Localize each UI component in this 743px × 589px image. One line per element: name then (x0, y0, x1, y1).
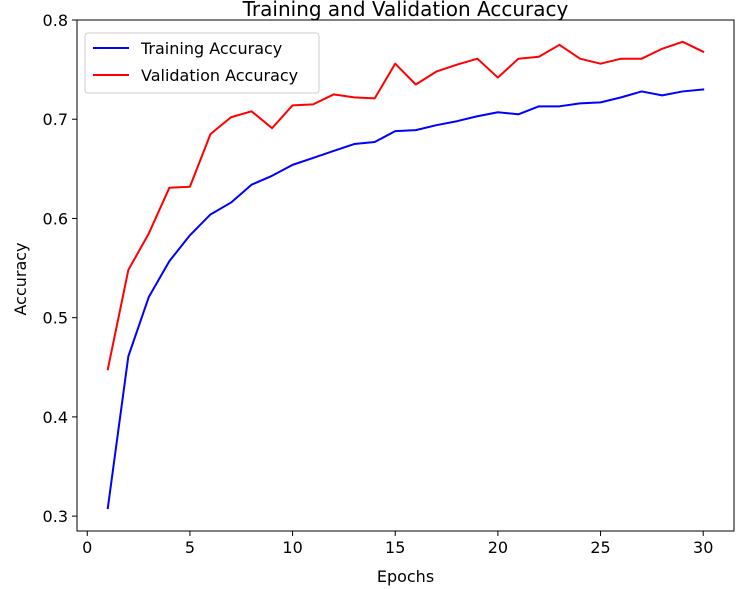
legend-box (84, 32, 320, 94)
training-accuracy-line (106, 88, 705, 510)
validation-accuracy-point (476, 58, 478, 60)
training-accuracy-point (333, 150, 335, 152)
training-accuracy-point (538, 105, 540, 107)
training-accuracy-point (312, 157, 314, 159)
x-tick-label: 25 (590, 538, 610, 557)
training-accuracy-point (168, 260, 170, 262)
plot-area-frame (76, 19, 735, 532)
validation-accuracy-point (558, 44, 560, 46)
training-accuracy-point (251, 184, 253, 186)
legend: Training Accuracy Validation Accuracy (84, 32, 320, 94)
training-accuracy-point (374, 141, 376, 143)
validation-accuracy-line (106, 40, 705, 371)
training-accuracy-point (292, 164, 294, 166)
training-accuracy-point (435, 124, 437, 126)
training-accuracy-point (353, 143, 355, 145)
validation-accuracy-point (702, 51, 704, 53)
validation-accuracy-point (394, 63, 396, 65)
validation-accuracy-point (579, 58, 581, 60)
x-tick-label: 5 (185, 538, 195, 557)
validation-accuracy-point (456, 64, 458, 66)
legend-label-training-accuracy: Training Accuracy (140, 39, 282, 58)
training-accuracy-point (620, 96, 622, 98)
validation-accuracy-point (620, 58, 622, 60)
training-accuracy-point (107, 507, 109, 509)
validation-accuracy-point (600, 63, 602, 65)
training-accuracy-point (682, 90, 684, 92)
x-tick-label: 15 (385, 538, 405, 557)
validation-accuracy-point (497, 77, 499, 79)
validation-accuracy-point (168, 187, 170, 189)
validation-accuracy-point (517, 58, 519, 60)
series-layer (106, 40, 705, 510)
training-accuracy-point (189, 234, 191, 236)
validation-accuracy-point (189, 186, 191, 188)
validation-accuracy-point (107, 368, 109, 370)
training-accuracy-point (641, 90, 643, 92)
training-accuracy-point (579, 102, 581, 104)
y-axis: 0.3 0.4 0.5 0.6 0.7 0.8 (43, 11, 77, 526)
training-accuracy-point (497, 111, 499, 113)
x-axis-title: Epochs (377, 567, 434, 586)
training-accuracy-point (415, 129, 417, 131)
validation-accuracy-point (292, 104, 294, 106)
validation-accuracy-point (682, 41, 684, 43)
validation-accuracy-point (209, 133, 211, 135)
training-accuracy-point (230, 202, 232, 204)
x-tick-label: 30 (693, 538, 713, 557)
training-accuracy-point (600, 101, 602, 103)
chart-title: Training and Validation Accuracy (242, 0, 569, 21)
training-accuracy-point (127, 355, 129, 357)
y-tick-label: 0.6 (43, 209, 68, 228)
y-tick-label: 0.8 (43, 11, 68, 30)
training-accuracy-point (148, 296, 150, 298)
training-accuracy-point (661, 94, 663, 96)
training-accuracy-point (209, 213, 211, 215)
validation-accuracy-point (353, 96, 355, 98)
training-accuracy-point (702, 88, 704, 90)
training-accuracy-point (476, 115, 478, 117)
y-axis-title: Accuracy (11, 242, 30, 315)
legend-label-validation-accuracy: Validation Accuracy (141, 66, 298, 85)
y-tick-label: 0.4 (43, 408, 68, 427)
validation-accuracy-point (415, 84, 417, 86)
x-axis: 0 5 10 15 20 25 30 (82, 531, 713, 557)
x-tick-label: 10 (282, 538, 302, 557)
training-accuracy-point (558, 105, 560, 107)
training-accuracy-point (271, 175, 273, 177)
training-accuracy-point (394, 130, 396, 132)
validation-accuracy-point (661, 48, 663, 50)
y-tick-label: 0.3 (43, 507, 68, 526)
x-tick-label: 20 (488, 538, 508, 557)
validation-accuracy-point (148, 232, 150, 234)
validation-accuracy-point (333, 93, 335, 95)
validation-accuracy-point (312, 103, 314, 105)
validation-accuracy-point (641, 58, 643, 60)
training-accuracy-point (517, 113, 519, 115)
y-tick-label: 0.5 (43, 309, 68, 328)
validation-accuracy-point (127, 269, 129, 271)
validation-accuracy-point (435, 71, 437, 73)
validation-accuracy-point (230, 116, 232, 118)
training-accuracy-point (456, 120, 458, 122)
validation-accuracy-point (538, 56, 540, 58)
x-tick-label: 0 (82, 538, 92, 557)
validation-accuracy-point (374, 97, 376, 99)
validation-accuracy-point (251, 110, 253, 112)
validation-accuracy-point (271, 127, 273, 129)
y-tick-label: 0.7 (43, 110, 68, 129)
